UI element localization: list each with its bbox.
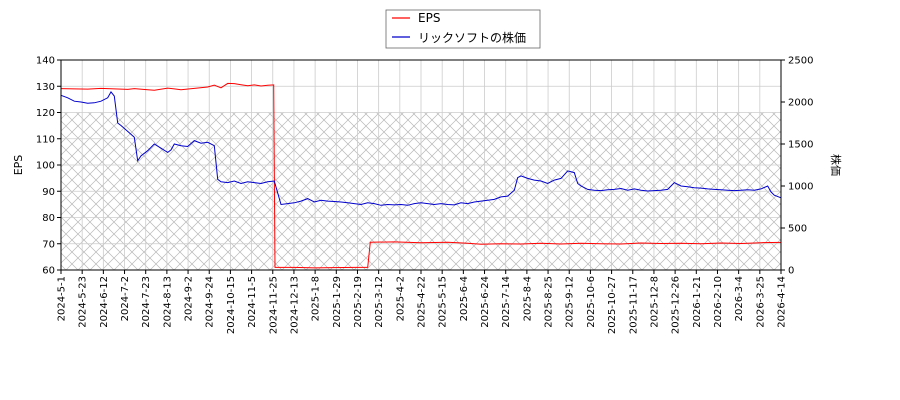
x-tick-label: 2025-9-12 <box>565 276 576 328</box>
x-tick-label: 2024-5-23 <box>78 276 89 328</box>
y-right-tick-label: 2000 <box>788 98 813 109</box>
series-line-0 <box>60 82 782 269</box>
series-layer <box>60 82 782 269</box>
x-tick-label: 2025-1-29 <box>332 276 343 328</box>
x-tick-label: 2024-11-25 <box>268 276 279 334</box>
y-right-tick-label: 0 <box>788 266 794 277</box>
y-left-tick-label: 110 <box>36 134 55 145</box>
legend: EPS リックソフトの株価 <box>385 9 541 49</box>
x-tick-label: 2025-6-24 <box>480 276 491 328</box>
x-tick-label: 2025-10-27 <box>607 276 618 334</box>
legend-entry-eps: EPS <box>418 11 440 25</box>
y-right-tick-label: 1500 <box>788 140 813 151</box>
x-tick-label: 2024-7-2 <box>120 276 131 321</box>
x-tick-label: 2026-2-10 <box>713 276 724 328</box>
y-left-tick-label: 60 <box>42 266 55 277</box>
x-tick-label: 2024-10-15 <box>226 276 237 334</box>
x-tick-label: 2025-8-4 <box>522 276 533 321</box>
y-left-tick-label: 90 <box>42 187 55 198</box>
x-tick-label: 2025-1-8 <box>311 276 322 321</box>
x-tick-label: 2025-4-2 <box>395 276 406 321</box>
x-tick-label: 2025-12-26 <box>671 276 682 334</box>
x-tick-label: 2026-4-14 <box>777 276 788 328</box>
x-axis: 2024-5-1 2024-5-23 2024-6-12 2024-7-2 2024-7… <box>57 270 788 334</box>
x-tick-label: 2026-3-25 <box>755 276 766 328</box>
x-tick-label: 2025-7-14 <box>501 276 512 328</box>
legend-entry-stock: リックソフトの株価 <box>418 30 526 45</box>
y-left-label: EPS <box>12 155 25 176</box>
y-right-tick-label: 2500 <box>788 56 813 67</box>
y-left-tick-label: 80 <box>42 213 55 224</box>
x-tick-label: 2025-2-19 <box>353 276 364 328</box>
series-line-1 <box>60 91 782 206</box>
x-tick-label: 2025-5-15 <box>438 276 449 328</box>
x-tick-label: 2025-3-12 <box>374 276 385 328</box>
x-tick-label: 2025-4-22 <box>417 276 428 328</box>
y-left-tick-label: 140 <box>36 56 55 67</box>
x-tick-label: 2024-11-5 <box>247 276 258 328</box>
x-tick-label: 2024-12-13 <box>289 276 300 334</box>
right-axis: 0 500 1000 1500 2000 2500 <box>781 56 813 277</box>
x-tick-label: 2024-6-12 <box>99 276 110 328</box>
y-left-tick-label: 100 <box>36 161 55 172</box>
x-tick-label: 2024-5-1 <box>57 276 68 321</box>
x-tick-label: 2026-1-21 <box>692 276 703 328</box>
x-tick-label: 2025-12-8 <box>649 276 660 328</box>
x-tick-label: 2024-8-13 <box>162 276 173 328</box>
y-right-label: 株価 <box>829 154 843 176</box>
grid <box>60 59 782 271</box>
x-tick-label: 2025-6-4 <box>459 276 470 321</box>
x-tick-label: 2025-11-17 <box>628 276 639 334</box>
y-right-tick-label: 1000 <box>788 182 813 193</box>
x-tick-label: 2024-9-2 <box>184 276 195 321</box>
x-tick-label: 2025-10-6 <box>586 276 597 328</box>
x-tick-label: 2024-9-24 <box>205 276 216 328</box>
x-tick-label: 2025-8-25 <box>544 276 555 328</box>
plot-area <box>60 59 782 271</box>
x-tick-label: 2026-3-4 <box>734 276 745 321</box>
y-left-tick-label: 70 <box>42 239 55 250</box>
y-left-tick-label: 130 <box>36 82 55 93</box>
y-right-tick-label: 500 <box>788 224 807 235</box>
x-tick-label: 2024-7-23 <box>141 276 152 328</box>
y-left-tick-label: 120 <box>36 108 55 119</box>
left-axis: 60 70 80 90 100 110 120 130 140 <box>36 56 61 277</box>
legend-box <box>385 9 541 49</box>
